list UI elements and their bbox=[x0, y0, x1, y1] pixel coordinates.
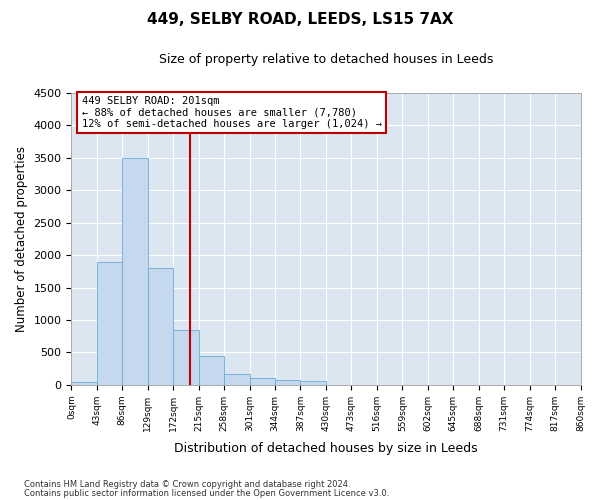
Bar bbox=[148, 268, 173, 385]
Text: 449, SELBY ROAD, LEEDS, LS15 7AX: 449, SELBY ROAD, LEEDS, LS15 7AX bbox=[147, 12, 453, 28]
Title: Size of property relative to detached houses in Leeds: Size of property relative to detached ho… bbox=[159, 52, 493, 66]
Text: Contains public sector information licensed under the Open Government Licence v3: Contains public sector information licen… bbox=[24, 489, 389, 498]
X-axis label: Distribution of detached houses by size in Leeds: Distribution of detached houses by size … bbox=[174, 442, 478, 455]
Bar bbox=[275, 380, 301, 385]
Bar bbox=[97, 262, 122, 385]
Text: Contains HM Land Registry data © Crown copyright and database right 2024.: Contains HM Land Registry data © Crown c… bbox=[24, 480, 350, 489]
Bar bbox=[250, 378, 275, 385]
Bar bbox=[199, 356, 224, 385]
Bar bbox=[173, 330, 199, 385]
Bar bbox=[224, 374, 250, 385]
Bar bbox=[301, 381, 326, 385]
Bar bbox=[71, 382, 97, 385]
Bar bbox=[122, 158, 148, 385]
Y-axis label: Number of detached properties: Number of detached properties bbox=[15, 146, 28, 332]
Text: 449 SELBY ROAD: 201sqm
← 88% of detached houses are smaller (7,780)
12% of semi-: 449 SELBY ROAD: 201sqm ← 88% of detached… bbox=[82, 96, 382, 129]
